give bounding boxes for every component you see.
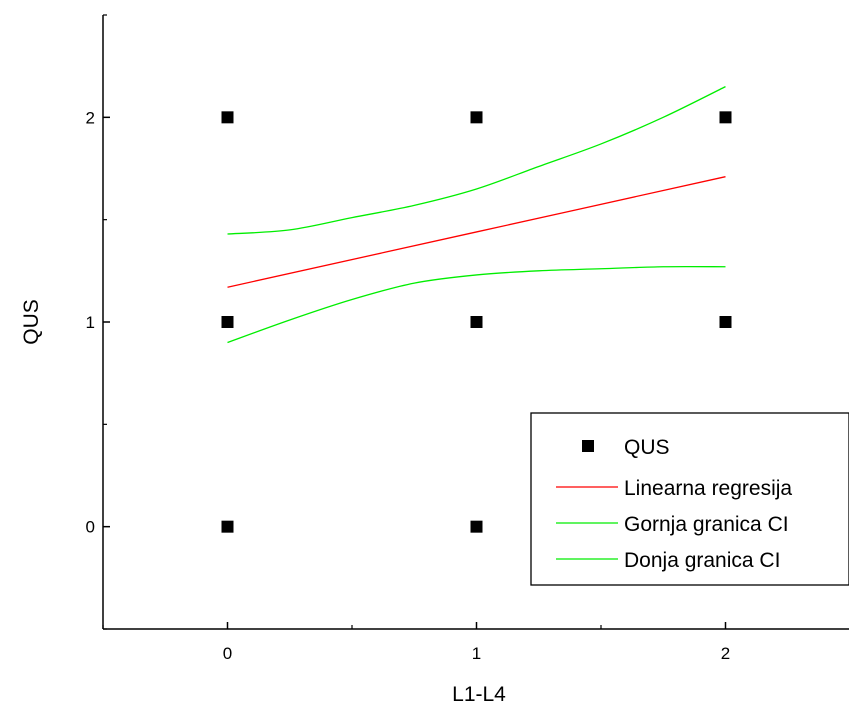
data-point bbox=[471, 521, 483, 533]
series-line-linearna-regresija bbox=[228, 177, 726, 288]
data-point bbox=[720, 316, 732, 328]
x-tick-label: 1 bbox=[472, 644, 481, 663]
legend-marker bbox=[582, 440, 594, 452]
series-line-gornja-granica-ci bbox=[228, 87, 726, 234]
data-point bbox=[720, 111, 732, 123]
series-line-donja-granica-ci bbox=[228, 267, 726, 343]
y-tick-label: 0 bbox=[86, 518, 95, 537]
x-tick-label: 2 bbox=[721, 644, 730, 663]
y-tick-label: 1 bbox=[86, 313, 95, 332]
x-axis-title: L1-L4 bbox=[452, 683, 506, 706]
legend-label: QUS bbox=[624, 436, 670, 459]
legend-label: Donja granica CI bbox=[624, 549, 780, 572]
data-point bbox=[222, 521, 234, 533]
y-tick-label: 2 bbox=[86, 108, 95, 127]
x-tick-label: 0 bbox=[223, 644, 232, 663]
legend-label: Linearna regresija bbox=[624, 477, 792, 500]
y-axis-title: QUS bbox=[20, 299, 43, 345]
data-point bbox=[471, 316, 483, 328]
data-point bbox=[222, 316, 234, 328]
legend-label: Gornja granica CI bbox=[624, 513, 789, 536]
data-point bbox=[471, 111, 483, 123]
data-point bbox=[222, 111, 234, 123]
